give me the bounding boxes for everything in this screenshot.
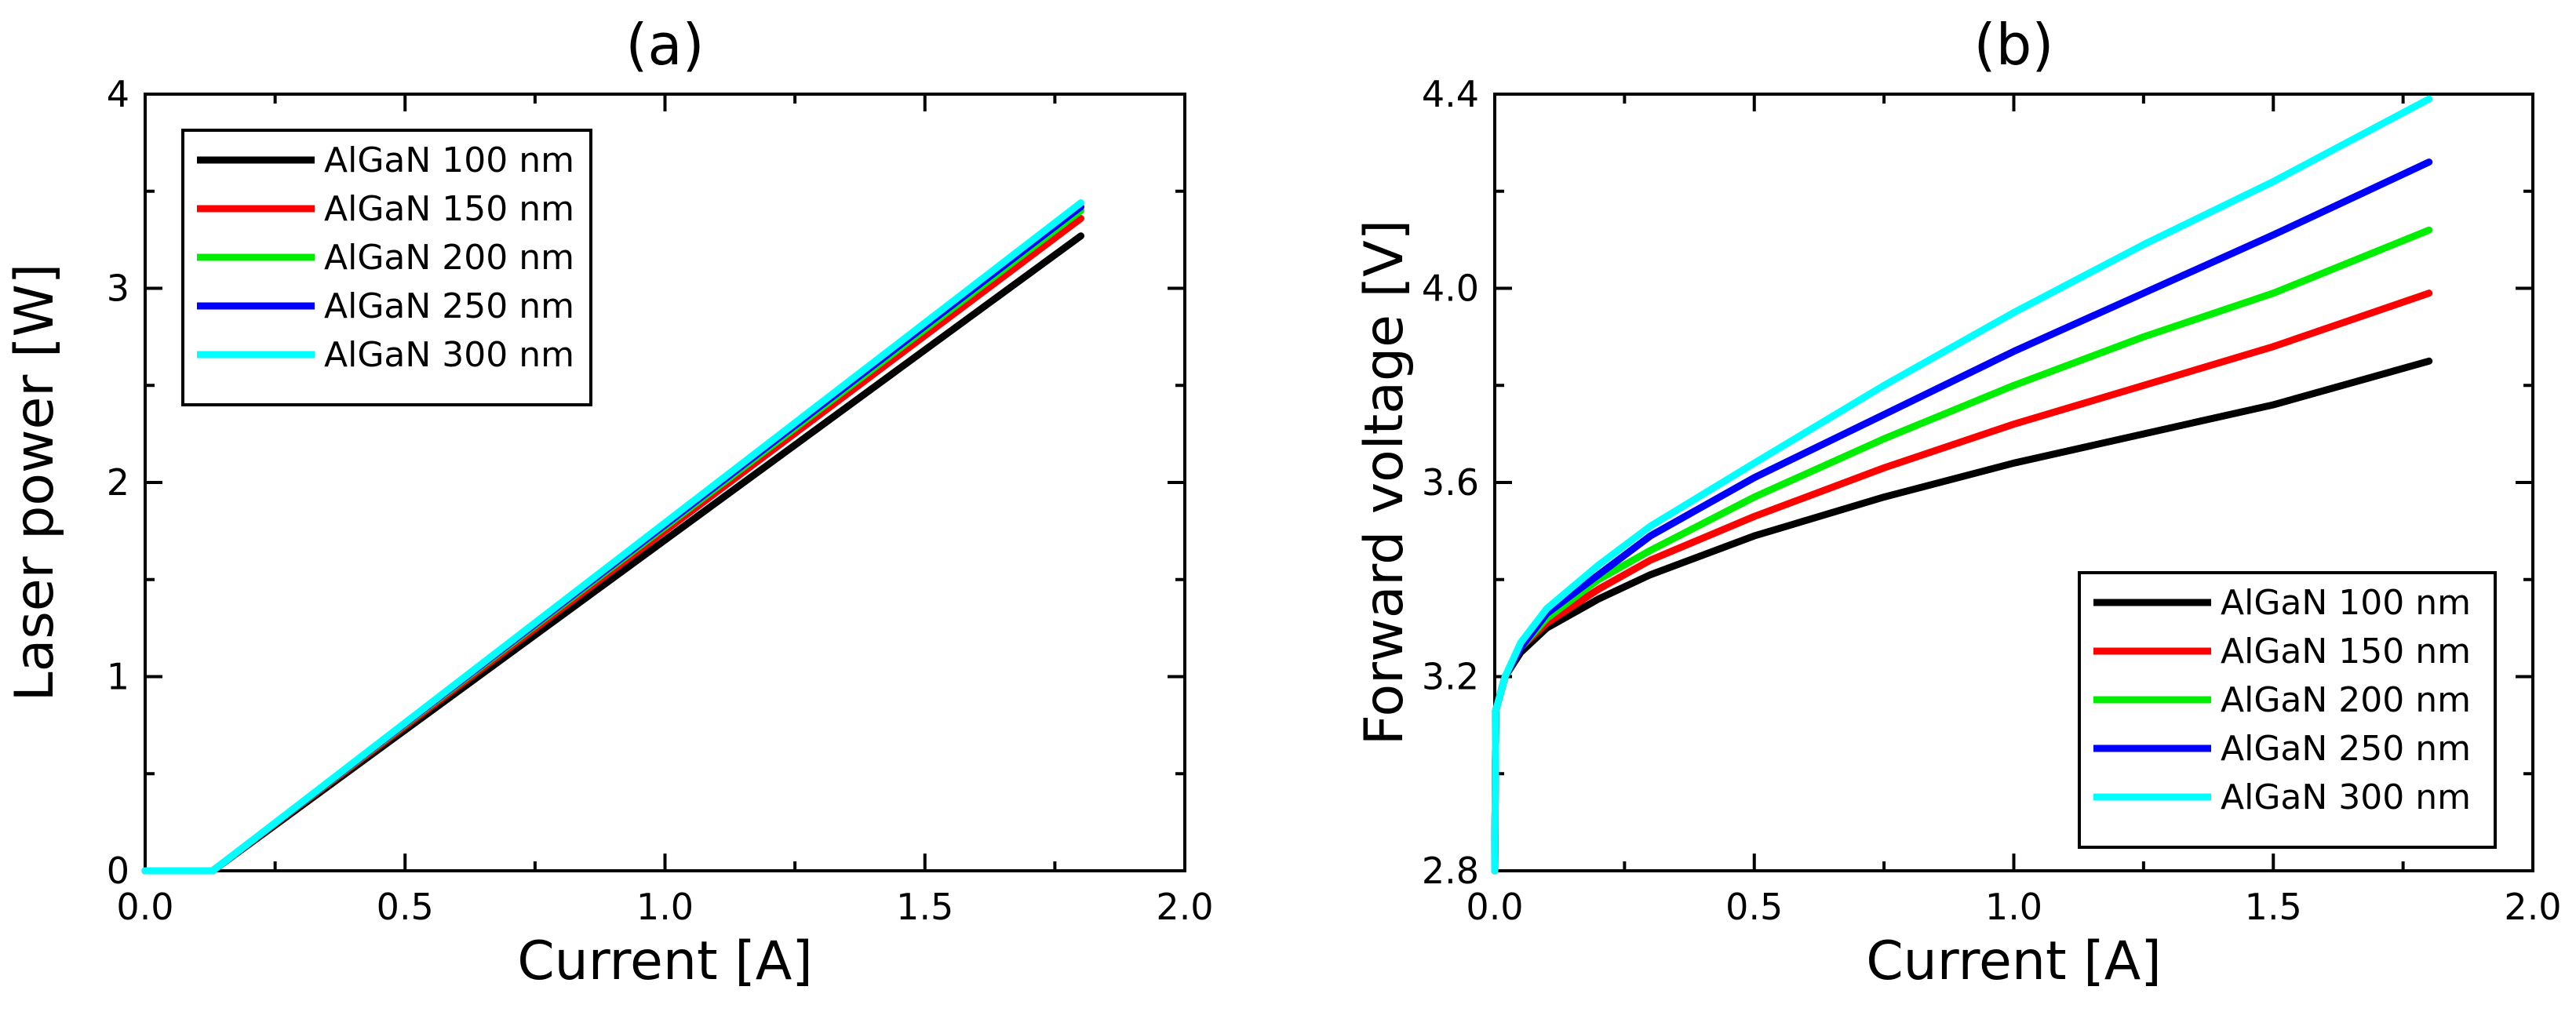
x-tick-label: 0.5 (377, 886, 434, 928)
panel-title: (b) (1974, 12, 2054, 78)
legend-label: AlGaN 150 nm (2221, 632, 2471, 672)
legend-label: AlGaN 300 nm (324, 335, 574, 375)
x-tick-label: 2.0 (2504, 886, 2561, 928)
legend-label: AlGaN 200 nm (324, 238, 574, 278)
series-line-algan-300-nm (141, 199, 1084, 875)
legend-label: AlGaN 100 nm (2221, 583, 2471, 623)
y-tick-label: 0 (107, 850, 129, 892)
legend: AlGaN 100 nm AlGaN 150 nm AlGaN 200 nm AlGa… (2078, 571, 2497, 849)
y-axis-label: Forward voltage [V] (1354, 220, 1416, 745)
legend-label: AlGaN 100 nm (324, 140, 574, 180)
y-tick-label: 2 (107, 461, 129, 504)
legend-box (181, 129, 592, 406)
y-tick-label: 3.6 (1422, 461, 1479, 504)
y-tick-label: 4.0 (1422, 268, 1479, 310)
x-tick-label: 1.0 (636, 886, 694, 928)
y-tick-label: 3 (107, 268, 129, 310)
legend: AlGaN 100 nm AlGaN 150 nm AlGaN 200 nm AlGa… (181, 129, 592, 406)
x-tick-label: 1.5 (2245, 886, 2302, 928)
y-tick-label: 1 (107, 656, 129, 698)
x-tick-label: 1.0 (1985, 886, 2042, 928)
panel-title: (a) (625, 12, 704, 78)
y-tick-label: 3.2 (1422, 656, 1479, 698)
y-tick-label: 4.4 (1422, 73, 1479, 115)
x-tick-label: 2.0 (1156, 886, 1213, 928)
x-tick-label: 0.5 (1725, 886, 1783, 928)
x-tick-label: 1.5 (896, 886, 953, 928)
y-tick-label: 4 (107, 73, 129, 115)
y-tick-label: 2.8 (1422, 850, 1479, 892)
legend-box (2078, 571, 2497, 849)
x-tick-label: 0.0 (116, 886, 173, 928)
legend-label: AlGaN 250 nm (2221, 729, 2471, 769)
legend-label: AlGaN 250 nm (324, 286, 574, 326)
legend-label: AlGaN 300 nm (2221, 777, 2471, 817)
panel-b: (b) 0.0 0.5 1.0 1.5 2.0 2.8 3.2 3.6 4.0 4.4 Current… (1354, 12, 2562, 992)
series-line-algan-300-nm (1491, 95, 2433, 875)
panel-a: (a) 0.0 0.5 1.0 1.5 2.0 0 1 2 3 4 Current [A] Laser … (4, 12, 1214, 992)
y-axis-label: Laser power [W] (4, 264, 66, 701)
legend-label: AlGaN 150 nm (324, 189, 574, 229)
legend-label: AlGaN 200 nm (2221, 680, 2471, 720)
x-axis-label: Current [A] (1866, 930, 2162, 992)
x-axis-label: Current [A] (517, 930, 813, 992)
x-tick-label: 0.0 (1466, 886, 1523, 928)
